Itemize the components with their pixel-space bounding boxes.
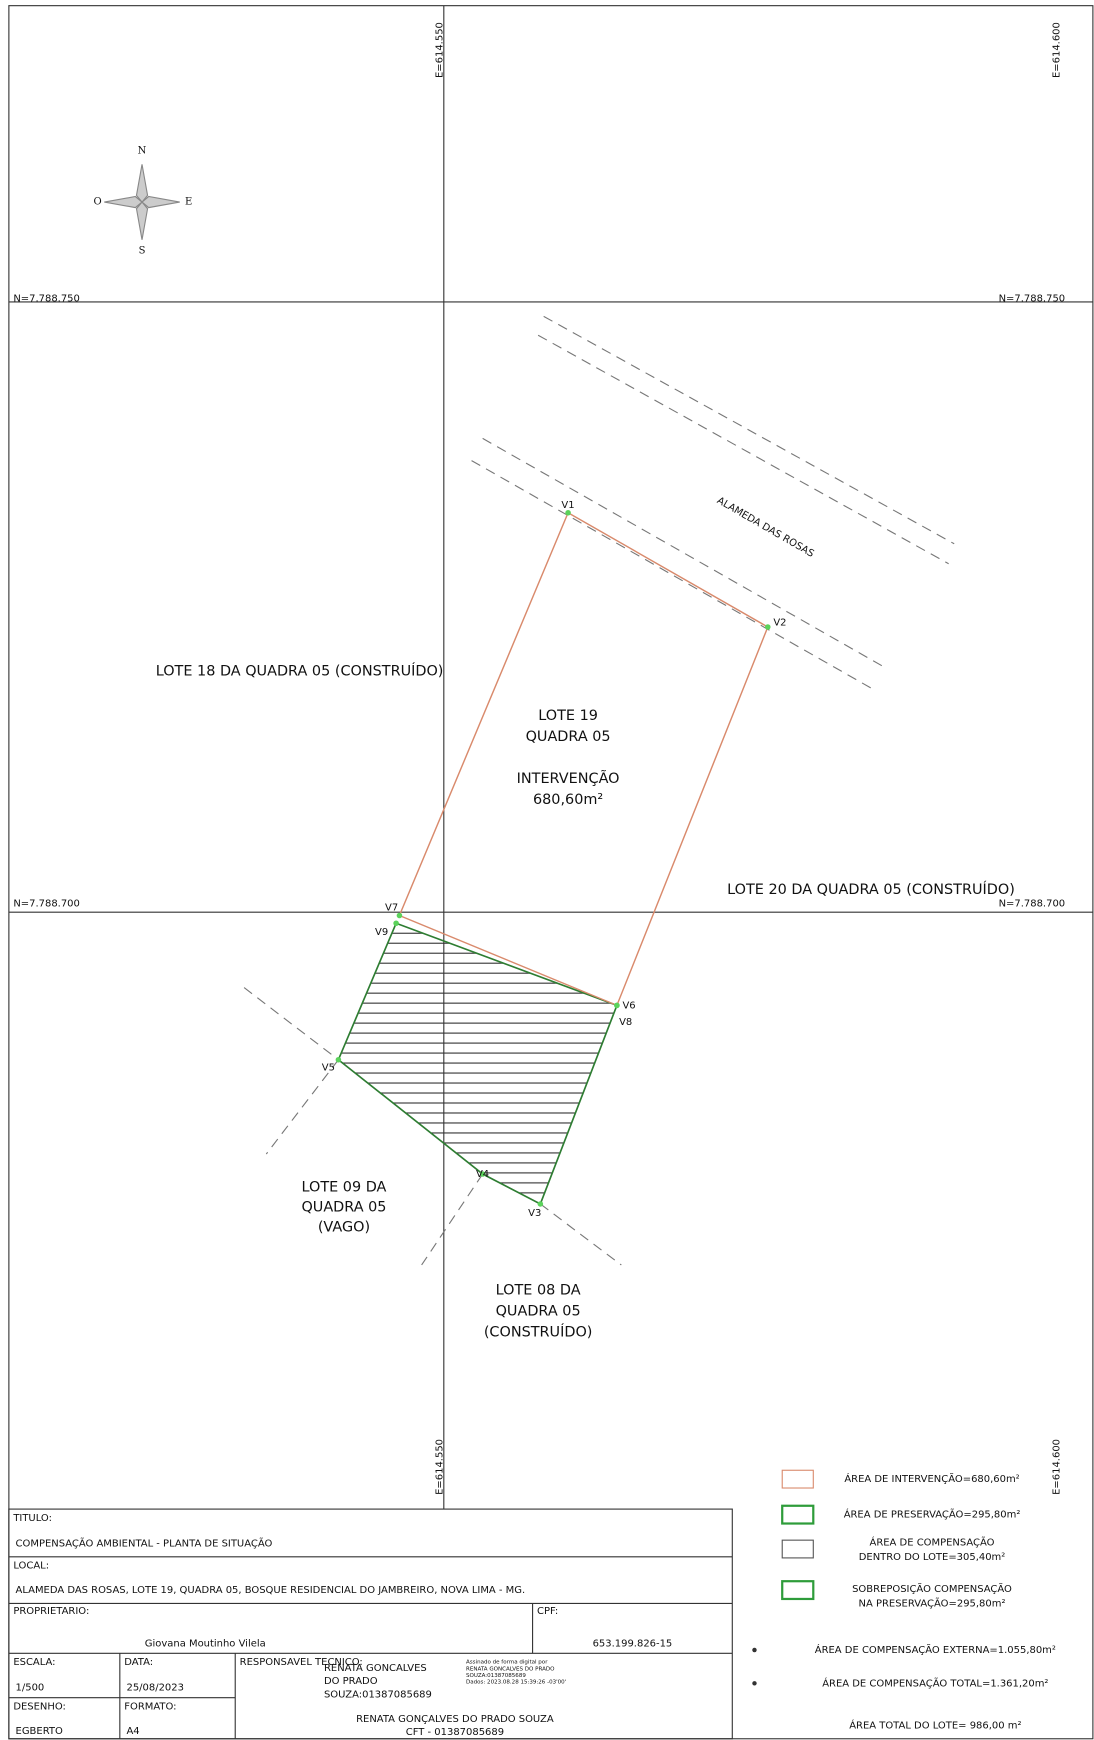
grid-label: E=614.600 [1051,1439,1062,1495]
vertex-label: V8 [619,1017,632,1028]
legend-label: DENTRO DO LOTE=305,40m² [859,1552,1006,1563]
title: COMPENSAÇÃO AMBIENTAL - PLANTA DE SITUAÇ… [16,1536,273,1549]
text: EGBERTO [16,1726,63,1737]
legend-label: ÁREA DE PRESERVAÇÃO=295,80m² [844,1508,1021,1521]
vertex [479,1171,486,1177]
label: CPF: [537,1606,558,1617]
lot-label: LOTE 09 DA [301,1179,386,1195]
legend-swatches [752,1469,815,1686]
vertex [537,1201,544,1207]
compass [104,164,180,240]
grid-label: E=614.600 [1051,22,1062,78]
text: CFT - 01387085689 [406,1727,504,1738]
signature-note: RENATA GONCALVES DO PRADO [466,1666,555,1672]
compass-label: E [185,197,192,208]
lot-label: QUADRA 05 [526,729,611,745]
legend-label: ÁREA DE INTERVENÇÃO=680,60m² [844,1472,1019,1485]
vertex-label: V4 [476,1169,489,1180]
label: ESCALA: [13,1657,55,1668]
grid-label: N=7.788.700 [13,898,80,909]
title-block [8,1508,733,1740]
signature: SOUZA:01387085689 [324,1689,432,1700]
label: PROPRIETARIO: [13,1606,89,1617]
intervention-area [398,511,769,1007]
signature-note: Assinado de forma digital por [466,1660,548,1666]
lot-label: LOTE 18 DA QUADRA 05 (CONSTRUÍDO) [156,661,444,679]
vertex-label: V7 [385,903,398,914]
compass-label: S [139,245,146,256]
grid-label: E=614.550 [434,22,445,78]
vertex [565,509,571,516]
vertex-label: V5 [322,1062,335,1073]
text: Giovana Moutinho Vilela [145,1638,266,1649]
lot-label: (CONSTRUÍDO) [484,1323,593,1341]
compensation-area [337,922,618,1206]
grid [8,5,1093,1510]
text: 653.199.826-15 [593,1638,673,1649]
vertex-label: V3 [528,1208,541,1219]
street-lines [243,315,955,1266]
vertex-label: V1 [561,500,574,511]
legend-label: ÁREA DE COMPENSAÇÃO [870,1535,995,1548]
label: DESENHO: [13,1702,66,1713]
legend-label: NA PRESERVAÇÃO=295,80m² [859,1596,1006,1609]
lot-label: INTERVENÇÃO [517,770,620,787]
compass-label: O [94,197,102,208]
text: A4 [126,1726,139,1737]
grid-label: N=7.788.750 [13,294,80,305]
vertex [396,912,403,919]
grid-label: N=7.788.750 [999,294,1066,305]
signature-note: SOUZA:01387085689 [466,1673,526,1679]
note: ÁREA DE COMPENSAÇÃO TOTAL=1.361,20m² [822,1676,1048,1689]
lot-label: 680,60m² [533,792,603,808]
signature-note: Dados: 2023.08.28 15:39:26 -03'00' [466,1680,566,1686]
signature: RENATA GONCALVES [324,1663,427,1674]
street-name: ALAMEDA DAS ROSAS [715,495,816,560]
text: ALAMEDA DAS ROSAS, LOTE 19, QUADRA 05, B… [16,1585,526,1596]
label: TITULO: [12,1513,52,1524]
grid-label: N=7.788.700 [999,898,1066,909]
label: FORMATO: [124,1702,176,1713]
lot-label: QUADRA 05 [301,1199,386,1215]
vertex-label: V2 [773,618,786,629]
vertex [335,1056,342,1063]
lot-label: LOTE 19 [538,708,598,724]
vertex [393,920,399,927]
vertex-label: V6 [622,1000,635,1011]
lot-label: LOTE 20 DA QUADRA 05 (CONSTRUÍDO) [727,880,1015,898]
text: 25/08/2023 [126,1683,183,1694]
label: RESPONSAVEL TECNICO: [240,1657,363,1668]
grid-label: E=614.550 [434,1439,445,1495]
compass-label: N [138,146,147,157]
signature: DO PRADO [324,1676,378,1687]
vertex-label: V9 [375,927,388,938]
note: ÁREA DE COMPENSAÇÃO EXTERNA=1.055,80m² [815,1643,1056,1656]
vertex [614,1002,620,1009]
legend-label: SOBREPOSIÇÃO COMPENSAÇÃO [852,1582,1012,1595]
vertex [765,624,771,630]
label: DATA: [124,1657,153,1668]
lot-label: (VAGO) [318,1219,370,1235]
text: 1/500 [16,1683,45,1694]
text: RENATA GONÇALVES DO PRADO SOUZA [356,1714,554,1725]
lot-label: LOTE 08 DA [496,1283,581,1299]
note: ÁREA TOTAL DO LOTE= 986,00 m² [849,1718,1021,1731]
lot-label: QUADRA 05 [496,1304,581,1320]
label: LOCAL: [13,1561,49,1572]
